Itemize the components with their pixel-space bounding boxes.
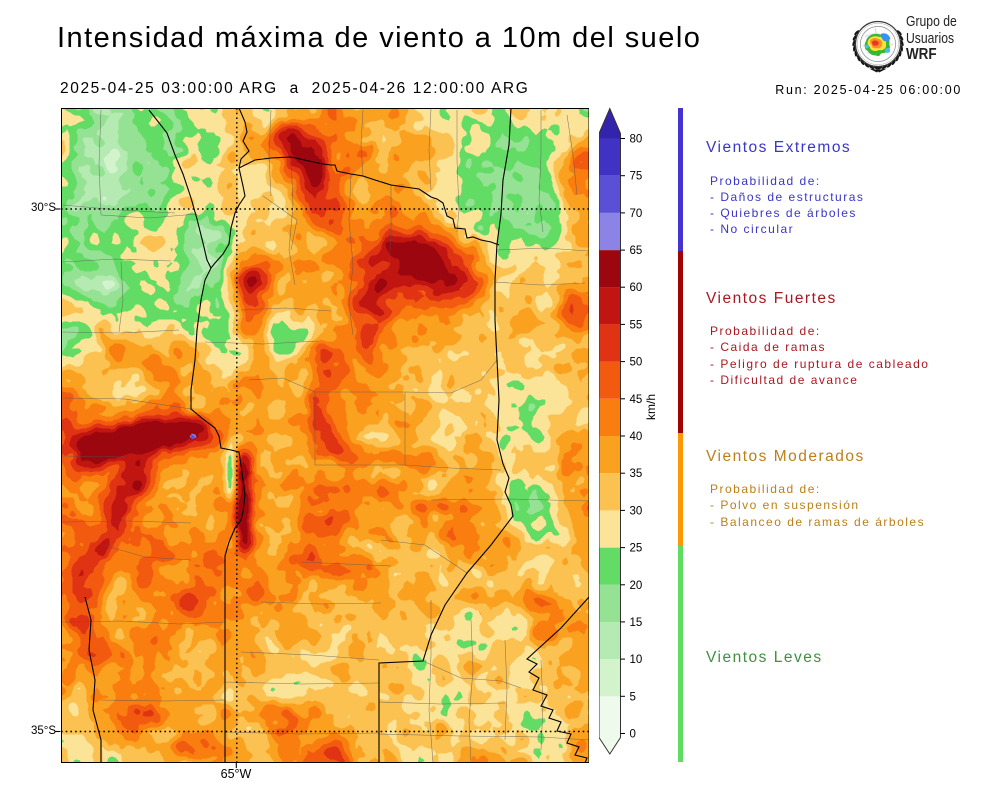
- svg-text:0: 0: [630, 729, 636, 741]
- svg-text:10: 10: [630, 654, 643, 666]
- svg-text:70: 70: [630, 208, 643, 220]
- svg-text:50: 50: [630, 357, 643, 369]
- svg-text:80: 80: [630, 134, 643, 146]
- svg-text:5: 5: [630, 691, 636, 703]
- svg-text:30: 30: [630, 505, 643, 517]
- svg-text:35: 35: [630, 468, 643, 480]
- svg-text:km/h: km/h: [644, 394, 658, 420]
- svg-text:45: 45: [630, 394, 643, 406]
- svg-text:20: 20: [630, 580, 643, 592]
- svg-text:55: 55: [630, 319, 643, 331]
- svg-text:25: 25: [630, 543, 643, 555]
- svg-text:75: 75: [630, 171, 643, 183]
- svg-text:15: 15: [630, 617, 643, 629]
- svg-text:65: 65: [630, 245, 643, 257]
- svg-text:40: 40: [630, 431, 643, 443]
- svg-text:60: 60: [630, 282, 643, 294]
